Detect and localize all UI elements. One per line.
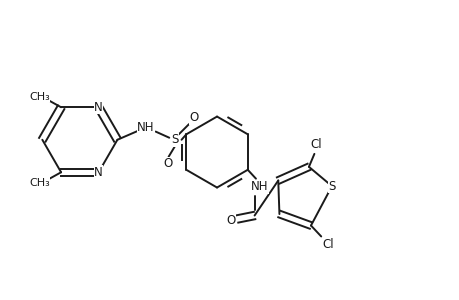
Text: NH: NH: [251, 180, 268, 194]
Text: Cl: Cl: [309, 139, 321, 152]
Text: S: S: [328, 180, 335, 193]
Text: O: O: [189, 111, 198, 124]
Text: NH: NH: [137, 121, 155, 134]
Text: CH₃: CH₃: [29, 178, 50, 188]
Text: Cl: Cl: [322, 238, 333, 251]
Text: N: N: [94, 166, 103, 179]
Text: N: N: [94, 101, 103, 114]
Text: S: S: [171, 133, 178, 146]
Text: O: O: [163, 157, 172, 170]
Text: CH₃: CH₃: [29, 92, 50, 102]
Text: O: O: [225, 214, 235, 227]
